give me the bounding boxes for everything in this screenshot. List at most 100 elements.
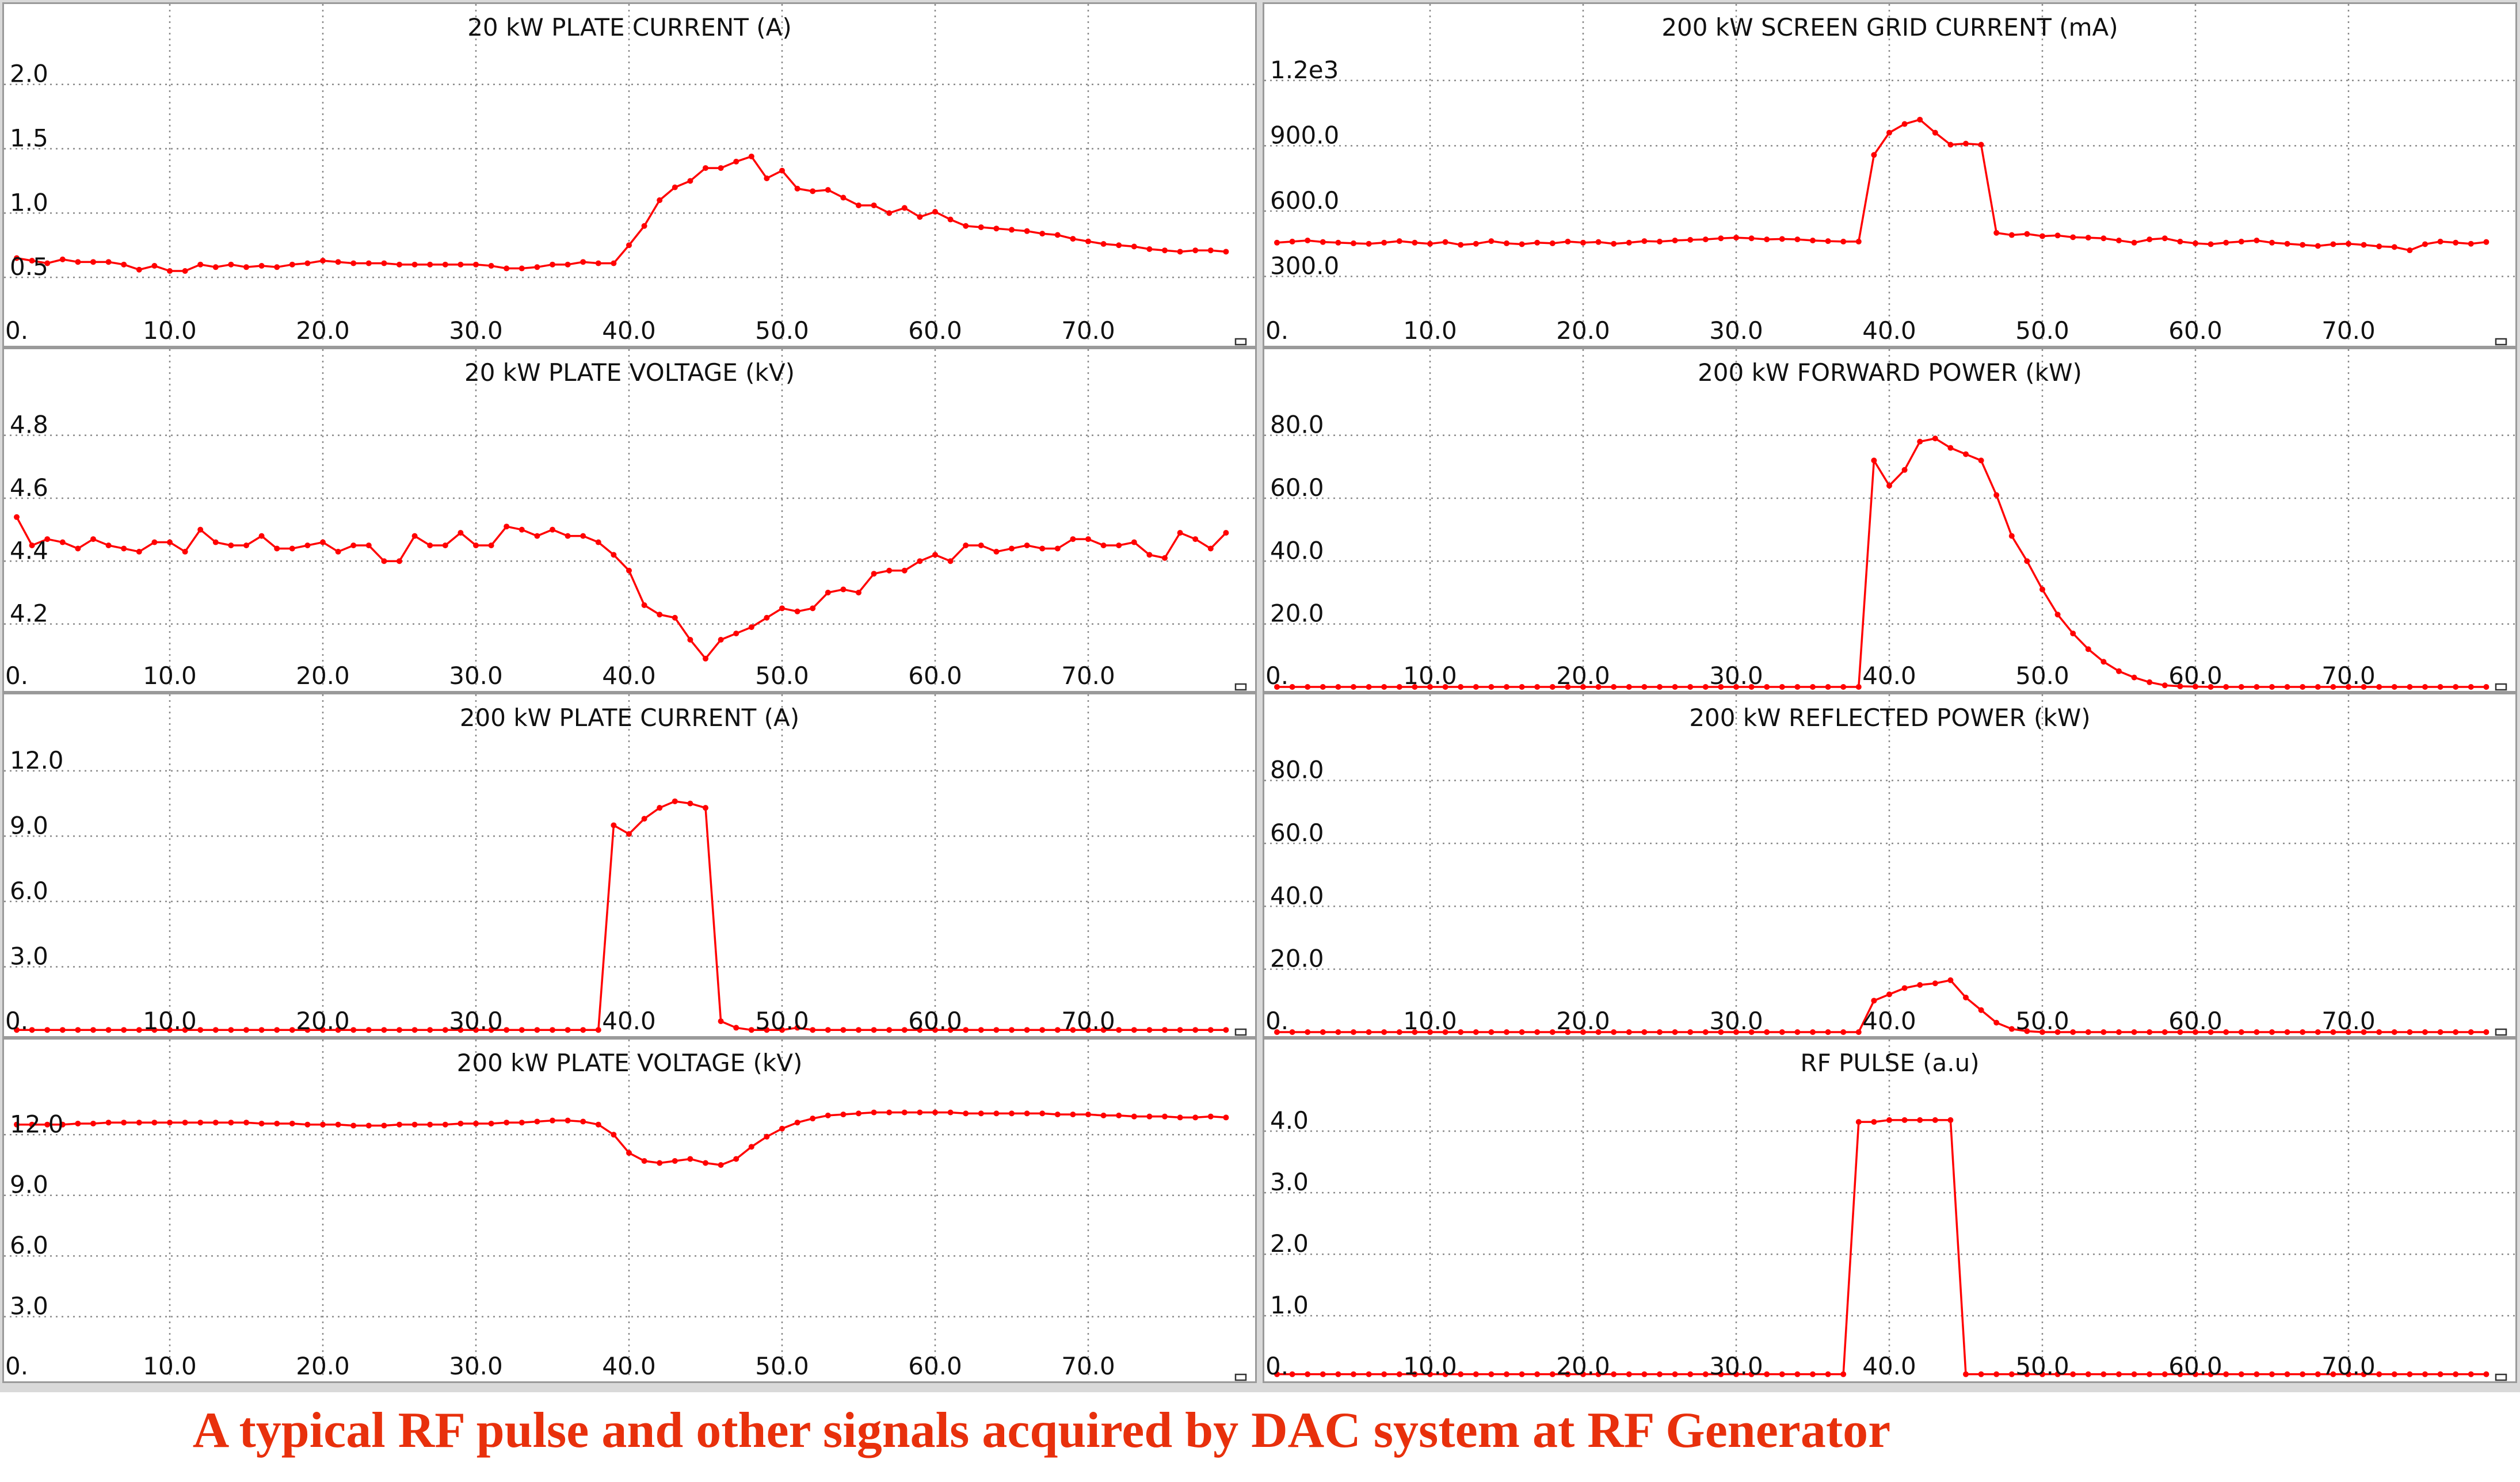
- data-point: [1901, 467, 1908, 473]
- data-point: [901, 1027, 908, 1033]
- data-point: [1549, 1029, 1556, 1035]
- y-tick-label: 3.0: [1270, 1168, 1309, 1196]
- data-point: [243, 543, 249, 548]
- data-point: [1162, 1027, 1168, 1033]
- x-tick-label: 40.0: [602, 1352, 656, 1380]
- data-point: [1779, 1371, 1785, 1377]
- corner-handle[interactable]: [2495, 1373, 2507, 1381]
- x-tick-label: 10.0: [1403, 1007, 1457, 1035]
- data-point: [350, 260, 357, 266]
- data-point: [1305, 1029, 1311, 1035]
- x-tick-label: 10.0: [1403, 662, 1457, 690]
- data-point: [1779, 1029, 1785, 1035]
- x-tick-label: 10.0: [1403, 1352, 1457, 1380]
- data-point: [365, 1027, 372, 1033]
- data-point: [519, 526, 525, 533]
- data-point: [1871, 1119, 1877, 1125]
- corner-handle[interactable]: [2495, 683, 2507, 691]
- data-point: [228, 543, 234, 548]
- data-point: [1381, 1029, 1387, 1035]
- x-tick-label: 50.0: [2015, 316, 2069, 345]
- data-point: [856, 1110, 861, 1117]
- data-point: [1672, 1029, 1678, 1035]
- data-point: [2147, 679, 2153, 685]
- data-point: [657, 1160, 663, 1166]
- data-point: [993, 1027, 1000, 1033]
- origin-tick-label: 0.: [5, 1007, 28, 1035]
- data-point: [2116, 238, 2122, 244]
- data-point: [641, 602, 647, 608]
- data-point: [519, 1027, 525, 1033]
- data-point: [687, 178, 693, 184]
- data-point: [687, 800, 693, 807]
- data-point: [1718, 1029, 1724, 1035]
- data-point: [1886, 1117, 1892, 1123]
- data-point: [886, 210, 893, 216]
- data-point: [1580, 684, 1586, 690]
- x-tick-label: 10.0: [143, 1352, 197, 1380]
- data-point: [105, 1120, 112, 1126]
- data-point: [1473, 1371, 1479, 1377]
- data-point: [2070, 1029, 2076, 1035]
- data-point: [932, 552, 938, 558]
- data-point: [2468, 1029, 2474, 1035]
- data-point: [1810, 1029, 1816, 1035]
- data-point: [1427, 1371, 1433, 1377]
- corner-handle[interactable]: [2495, 1028, 2507, 1036]
- x-tick-label: 70.0: [2321, 662, 2376, 690]
- x-tick-label: 20.0: [296, 1007, 350, 1035]
- data-point: [1177, 1114, 1183, 1121]
- data-point: [2346, 240, 2351, 247]
- data-point: [1488, 238, 1495, 245]
- corner-handle[interactable]: [2495, 338, 2507, 346]
- data-point: [2085, 1371, 2091, 1377]
- data-point: [258, 1027, 265, 1033]
- x-tick-label: 30.0: [449, 662, 503, 690]
- data-point: [274, 1027, 280, 1033]
- data-point: [1396, 238, 1402, 245]
- data-point: [504, 524, 510, 530]
- data-point: [397, 261, 402, 268]
- data-point: [1672, 1371, 1678, 1377]
- data-point: [2453, 684, 2459, 690]
- data-point: [565, 1117, 571, 1124]
- data-point: [932, 1109, 938, 1116]
- y-tick-label: 12.0: [10, 1110, 64, 1138]
- data-point: [1794, 236, 1801, 243]
- data-point: [519, 265, 525, 272]
- data-point: [2024, 1028, 2030, 1034]
- corner-handle[interactable]: [1234, 338, 1247, 346]
- data-point: [442, 1027, 448, 1033]
- data-point: [1396, 1029, 1402, 1035]
- data-point: [2269, 1371, 2275, 1377]
- data-point: [1672, 238, 1678, 244]
- data-point: [1488, 1371, 1495, 1377]
- data-point: [504, 265, 510, 272]
- data-point: [1534, 1371, 1541, 1377]
- data-point: [1381, 239, 1387, 246]
- data-point: [2437, 1029, 2443, 1035]
- data-point: [1442, 1371, 1448, 1377]
- data-point: [2483, 684, 2489, 690]
- data-point: [2008, 232, 2015, 238]
- data-point: [2193, 1371, 2198, 1377]
- data-point: [2039, 1371, 2045, 1377]
- data-point: [1192, 1027, 1199, 1033]
- data-point: [1978, 1007, 1984, 1013]
- corner-handle[interactable]: [1234, 1028, 1247, 1036]
- data-point: [871, 571, 877, 577]
- data-point: [1549, 1371, 1556, 1377]
- data-point: [886, 1027, 893, 1033]
- chart-grid: 0.5 1.0 1.5 2.0 0. 10.0 20.0 30.0 40.0 50.0 60.0 70…: [0, 0, 2520, 1392]
- data-point: [2238, 1029, 2244, 1035]
- data-point: [1901, 1117, 1908, 1123]
- data-point: [2376, 684, 2382, 690]
- data-point: [1192, 536, 1199, 543]
- data-point: [2284, 684, 2290, 690]
- data-point: [1810, 238, 1816, 244]
- corner-handle[interactable]: [1234, 1373, 1247, 1381]
- data-point: [335, 1027, 341, 1033]
- corner-handle[interactable]: [1234, 683, 1247, 691]
- data-point: [151, 539, 158, 545]
- data-point: [243, 264, 249, 270]
